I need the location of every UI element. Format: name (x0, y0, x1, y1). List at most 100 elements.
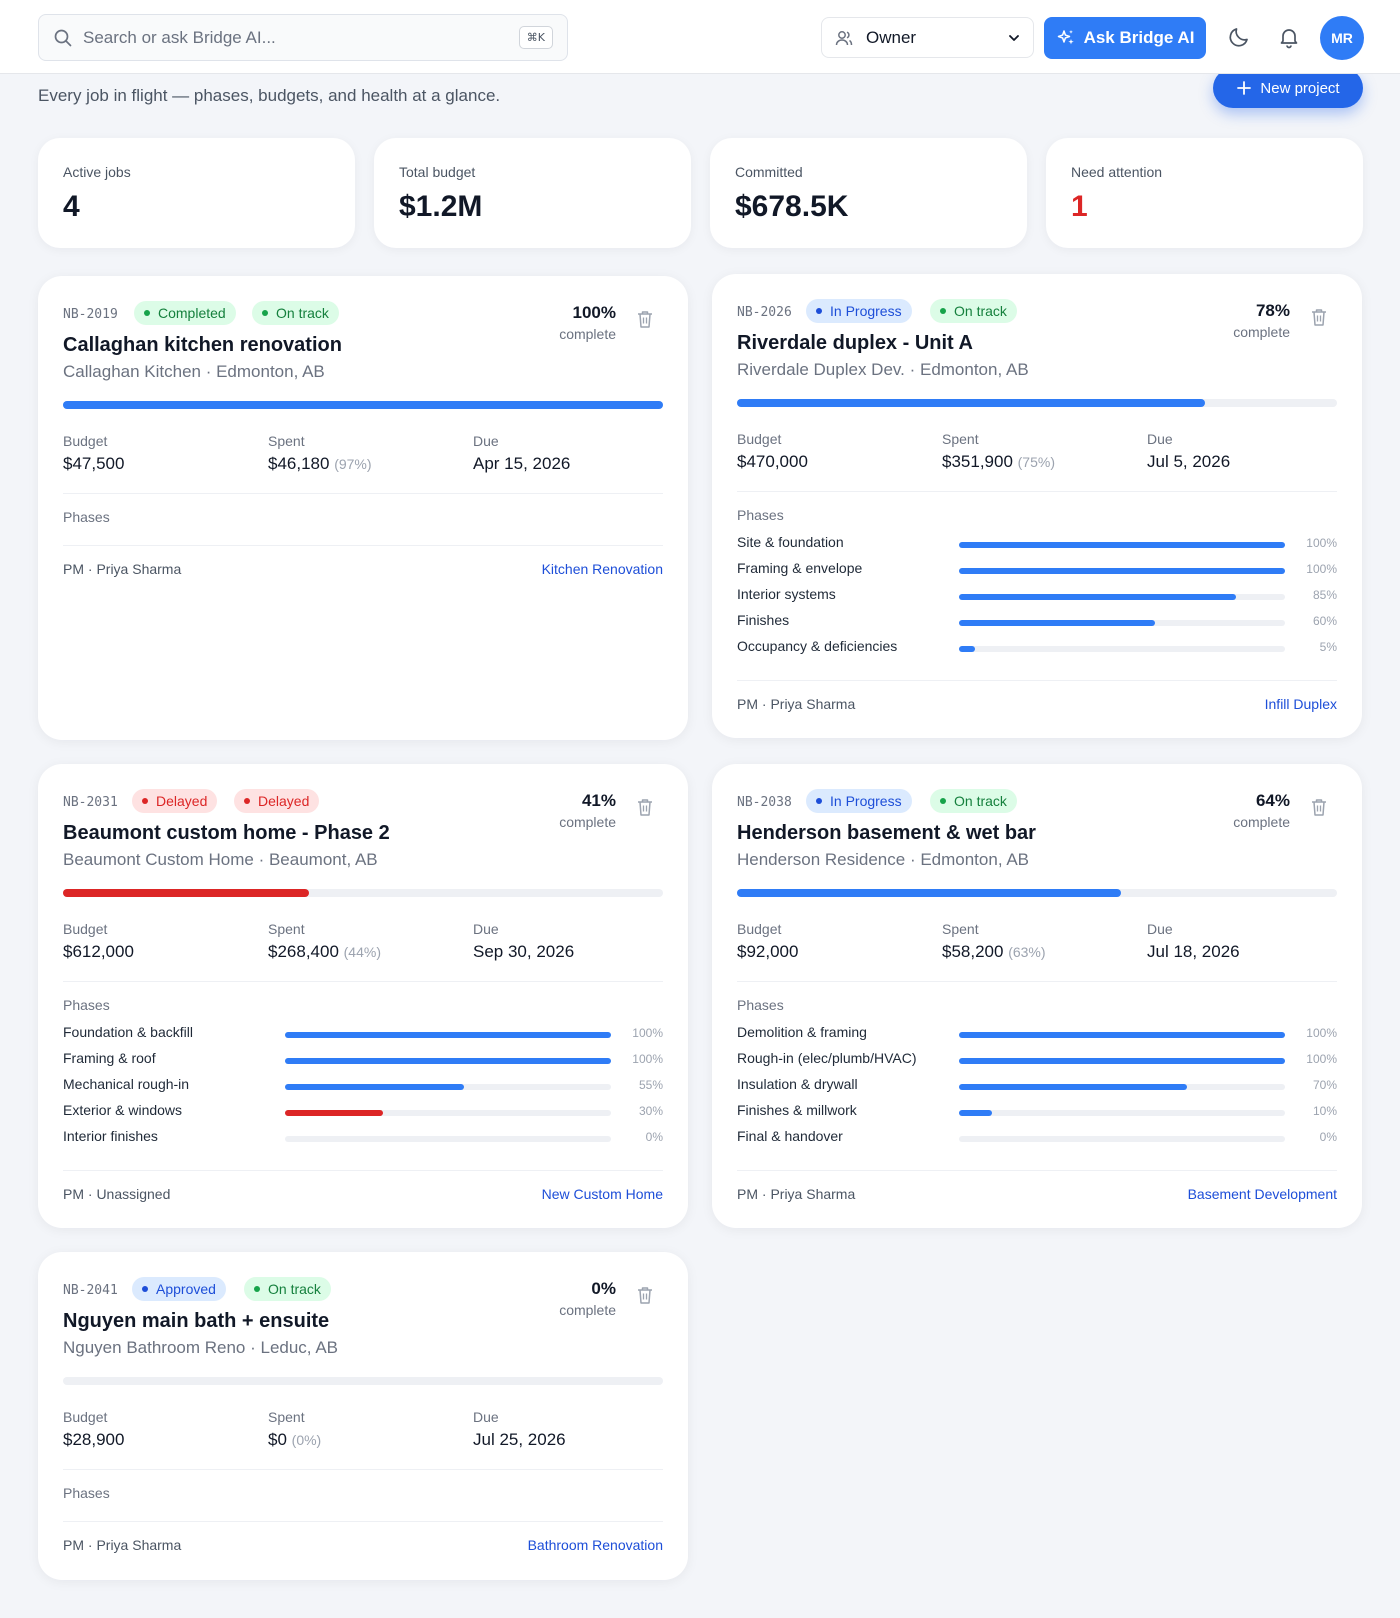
health-badge: Delayed (234, 789, 320, 813)
phases-label: Phases (737, 997, 784, 1013)
divider (63, 1469, 663, 1470)
project-progress-bar (737, 889, 1337, 897)
due-label: Due (473, 433, 499, 449)
due-label: Due (473, 1409, 499, 1425)
phase-row: Interior finishes 0% (63, 1128, 663, 1144)
stat-label: Need attention (1071, 164, 1163, 180)
trash-icon[interactable] (1310, 797, 1328, 817)
stat-value: $1.2M (399, 190, 483, 223)
percent-complete-label: complete (559, 814, 616, 830)
phase-row: Site & foundation 100% (737, 534, 1337, 550)
budget-label: Budget (63, 433, 108, 449)
phase-row: Demolition & framing 100% (737, 1024, 1337, 1040)
spent-label: Spent (942, 921, 979, 937)
health-badge: On track (244, 1277, 331, 1301)
phases-label: Phases (737, 507, 784, 523)
due-value: Apr 15, 2026 (473, 454, 571, 473)
phase-row: Occupancy & deficiencies 5% (737, 638, 1337, 654)
project-type-link[interactable]: Basement Development (1187, 1186, 1337, 1202)
due-label: Due (1147, 921, 1173, 937)
phases-label: Phases (63, 509, 110, 525)
project-manager: PM · Priya Sharma (737, 696, 856, 712)
spent-label: Spent (942, 431, 979, 447)
health-badge: On track (252, 301, 339, 325)
project-card[interactable]: NB-2026 In Progress On track 78% complet… (712, 274, 1362, 738)
project-location: Riverdale Duplex Dev. · Edmonton, AB (737, 360, 1029, 379)
due-label: Due (1147, 431, 1173, 447)
budget-label: Budget (63, 1409, 108, 1425)
stat-value: $678.5K (735, 190, 849, 223)
project-type-link[interactable]: New Custom Home (541, 1186, 663, 1202)
project-code: NB-2019 (63, 307, 118, 322)
project-manager: PM · Unassigned (63, 1186, 171, 1202)
search-input[interactable]: Search or ask Bridge AI... ⌘K (38, 14, 568, 61)
avatar[interactable]: MR (1320, 16, 1364, 60)
budget-label: Budget (737, 921, 782, 937)
project-card[interactable]: NB-2031 Delayed Delayed 41% complete Bea… (38, 764, 688, 1228)
stat-label: Active jobs (63, 164, 131, 180)
project-card[interactable]: NB-2019 Completed On track 100% complete… (38, 276, 688, 740)
stat-value: 4 (63, 190, 80, 223)
project-card[interactable]: NB-2041 Approved On track 0% complete Ng… (38, 1252, 688, 1580)
phase-row: Exterior & windows 30% (63, 1102, 663, 1118)
phase-row: Rough-in (elec/plumb/HVAC) 100% (737, 1050, 1337, 1066)
percent-complete: 0% (591, 1279, 616, 1298)
percent-complete-label: complete (1233, 324, 1290, 340)
project-progress-bar (63, 1377, 663, 1385)
project-name[interactable]: Callaghan kitchen renovation (63, 334, 342, 356)
trash-icon[interactable] (636, 797, 654, 817)
project-manager: PM · Priya Sharma (63, 561, 182, 577)
phase-row: Insulation & drywall 70% (737, 1076, 1337, 1092)
project-manager: PM · Priya Sharma (737, 1186, 856, 1202)
divider (63, 545, 663, 546)
project-type-link[interactable]: Infill Duplex (1264, 696, 1337, 712)
project-code: NB-2026 (737, 305, 792, 320)
role-select-value: Owner (866, 27, 917, 47)
divider (737, 680, 1337, 681)
trash-icon[interactable] (636, 309, 654, 329)
bell-icon (1280, 29, 1298, 49)
new-project-button[interactable]: New project (1213, 68, 1363, 108)
sparkles-icon (1057, 30, 1074, 45)
trash-icon[interactable] (636, 1285, 654, 1305)
spent-value: $0 (0%) (268, 1430, 322, 1449)
phase-row: Finishes & millwork 10% (737, 1102, 1337, 1118)
status-badge: In Progress (806, 299, 912, 323)
page-subtitle: Every job in flight — phases, budgets, a… (38, 86, 501, 105)
trash-icon[interactable] (1310, 307, 1328, 327)
search-shortcut: ⌘K (518, 26, 553, 49)
percent-complete: 100% (572, 303, 616, 322)
project-name[interactable]: Riverdale duplex - Unit A (737, 332, 973, 354)
progress-fill (737, 889, 1121, 897)
phase-row: Finishes 60% (737, 612, 1337, 628)
spent-label: Spent (268, 921, 305, 937)
health-badge: On track (930, 299, 1017, 323)
due-value: Jul 25, 2026 (473, 1430, 566, 1449)
ask-bridge-ai-label: Ask Bridge AI (1083, 28, 1195, 47)
project-name[interactable]: Nguyen main bath + ensuite (63, 1310, 330, 1332)
divider (63, 1170, 663, 1171)
health-badge: On track (930, 789, 1017, 813)
project-card[interactable]: NB-2038 In Progress On track 64% complet… (712, 764, 1362, 1228)
chevron-down-icon (1009, 34, 1019, 41)
moon-icon (1229, 28, 1248, 47)
theme-toggle-button[interactable] (1225, 23, 1253, 51)
phase-row: Framing & roof 100% (63, 1050, 663, 1066)
percent-complete-label: complete (559, 1302, 616, 1318)
divider (737, 981, 1337, 982)
project-name[interactable]: Henderson basement & wet bar (737, 822, 1036, 844)
status-badge: In Progress (806, 789, 912, 813)
notifications-button[interactable] (1275, 23, 1303, 51)
budget-label: Budget (63, 921, 108, 937)
phases-label: Phases (63, 997, 110, 1013)
project-type-link[interactable]: Kitchen Renovation (541, 561, 663, 577)
phase-row: Final & handover 0% (737, 1128, 1337, 1144)
ask-bridge-ai-button[interactable]: Ask Bridge AI (1044, 17, 1206, 59)
role-select[interactable]: Owner (821, 17, 1034, 58)
project-code: NB-2041 (63, 1283, 118, 1298)
progress-fill (63, 401, 663, 409)
search-placeholder: Search or ask Bridge AI... (83, 27, 276, 47)
project-type-link[interactable]: Bathroom Renovation (527, 1537, 663, 1553)
project-name[interactable]: Beaumont custom home - Phase 2 (63, 822, 390, 844)
project-progress-bar (63, 889, 663, 897)
